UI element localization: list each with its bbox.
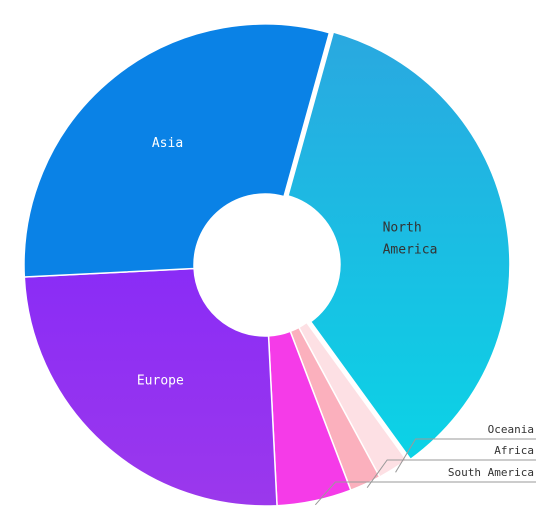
slice-label-north-america: North America	[383, 220, 438, 257]
slice-label-asia: Asia	[152, 136, 183, 151]
labels-group: North America Oceania Africa South America Eu…	[137, 136, 536, 506]
leader-line-oceania	[395, 438, 536, 473]
slice-north-america[interactable]	[286, 31, 511, 461]
leader-line-south-america	[314, 481, 536, 506]
slice-europe[interactable]	[23, 267, 278, 507]
slice-label-south-america: South America	[448, 466, 534, 479]
slices-group	[23, 23, 511, 507]
slice-label-europe: Europe	[137, 374, 184, 389]
slice-label-africa: Africa	[494, 444, 534, 457]
slice-asia[interactable]	[23, 23, 331, 278]
slice-label-oceania: Oceania	[488, 423, 534, 436]
leader-line-africa	[366, 459, 536, 488]
